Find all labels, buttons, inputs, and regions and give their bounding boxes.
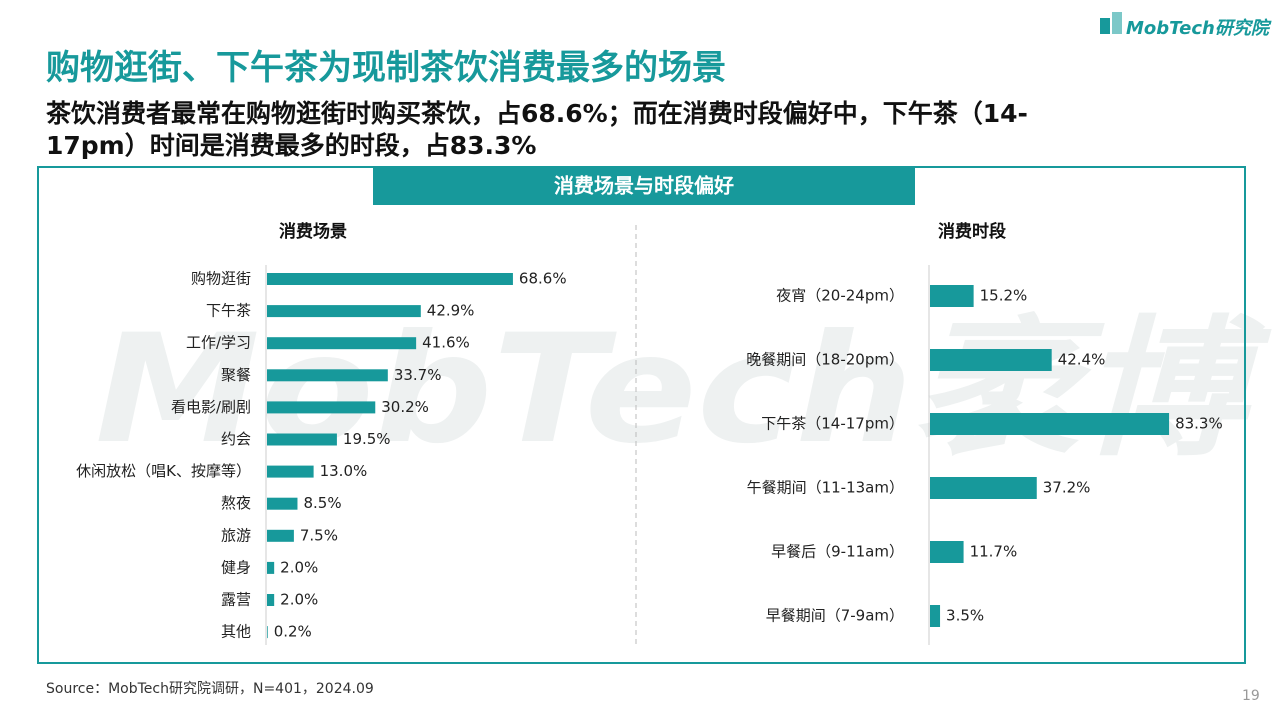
value-label: 19.5% (343, 430, 391, 448)
chart-title: 消费场景 (279, 221, 347, 242)
category-label: 约会 (221, 430, 251, 448)
subtitle: 17pm）时间是消费最多的时段，占83.3% (46, 131, 537, 160)
bar (267, 594, 275, 606)
category-label: 购物逛街 (191, 270, 251, 288)
category-label: 休闲放松（唱K、按摩等） (76, 462, 251, 480)
bar (267, 433, 337, 446)
source: Source：MobTech研究院调研，N=401，2024.09 (46, 681, 374, 697)
bar (267, 369, 388, 382)
title: 购物逛街、下午茶为现制茶饮消费最多的场景 (46, 48, 726, 88)
value-label: 2.0% (280, 558, 318, 576)
value-label: 13.0% (320, 462, 368, 480)
panel-header (373, 167, 915, 205)
value-label: 83.3% (1175, 415, 1223, 433)
value-label: 68.6% (519, 270, 567, 288)
category-label: 露营 (221, 591, 251, 609)
value-label: 42.9% (427, 302, 475, 320)
bar (267, 497, 298, 510)
value-label: 8.5% (303, 494, 341, 512)
bar (930, 541, 964, 563)
category-label: 午餐期间（11-13am） (747, 479, 904, 497)
category-label: 晚餐期间（18-20pm） (746, 351, 904, 369)
bar (930, 285, 974, 307)
bar (267, 401, 376, 414)
category-label: 其他 (221, 623, 251, 641)
value-label: 15.2% (980, 287, 1028, 305)
value-label: 3.5% (946, 607, 984, 625)
bar (930, 413, 1170, 435)
category-label: 下午茶（14-17pm） (761, 415, 904, 433)
watermark: MobTech袤博 (95, 303, 1273, 477)
value-label: 7.5% (300, 526, 338, 544)
subtitle: 茶饮消费者最常在购物逛街时购买茶饮，占68.6%；而在消费时段偏好中，下午茶（1… (46, 99, 1028, 128)
value-label: 37.2% (1043, 479, 1091, 497)
value-label: 30.2% (381, 398, 429, 416)
logo: MobTech研究院 (1126, 18, 1269, 39)
bar (930, 605, 941, 627)
category-label: 旅游 (221, 526, 251, 544)
bar (930, 349, 1052, 371)
value-label: 2.0% (280, 591, 318, 609)
bar (267, 337, 417, 350)
category-label: 看电影/刷剧 (171, 398, 251, 416)
logo-icon (1100, 12, 1122, 34)
category-label: 健身 (221, 558, 251, 576)
bar (267, 561, 275, 574)
bar (267, 305, 421, 318)
category-label: 下午茶 (206, 302, 251, 320)
panel-title: 消费场景与时段偏好 (554, 174, 734, 198)
value-label: 42.4% (1058, 351, 1106, 369)
chart-title: 消费时段 (938, 221, 1006, 242)
bar (267, 529, 294, 542)
bar (930, 477, 1037, 499)
value-label: 11.7% (970, 543, 1018, 561)
bar (267, 465, 314, 478)
bar (267, 626, 268, 639)
page-number: 19 (1242, 688, 1260, 704)
category-label: 早餐期间（7-9am） (766, 607, 904, 625)
value-label: 41.6% (422, 334, 470, 352)
category-label: 工作/学习 (186, 334, 251, 352)
value-label: 33.7% (394, 366, 442, 384)
category-label: 聚餐 (221, 366, 251, 384)
category-label: 夜宵（20-24pm） (776, 287, 904, 305)
bar (267, 273, 513, 285)
category-label: 熬夜 (221, 494, 251, 512)
category-label: 早餐后（9-11am） (771, 543, 904, 561)
value-label: 0.2% (274, 623, 312, 641)
